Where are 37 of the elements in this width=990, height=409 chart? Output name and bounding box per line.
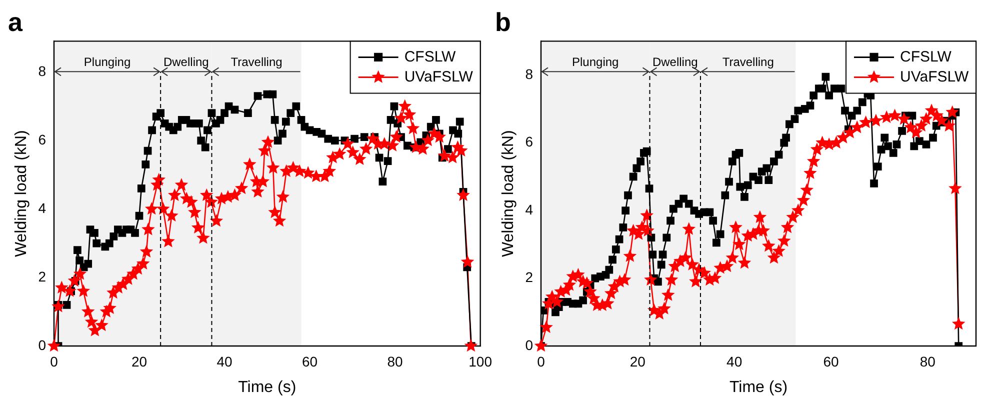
y-tick-label: 0 [525, 336, 534, 353]
band-label: Plunging [572, 54, 619, 69]
band-label: Plunging [84, 54, 131, 69]
y-tick-label: 6 [38, 131, 46, 148]
x-axis-title: Time (s) [238, 378, 296, 396]
y-axis-title: Welding load (kN) [13, 130, 30, 258]
chart-title: b [495, 6, 511, 37]
legend-label: CFSLW [404, 48, 457, 66]
legend-label: CFSLW [900, 48, 952, 66]
x-tick-label: 100 [468, 353, 492, 370]
band-label: Dwelling [163, 54, 209, 69]
y-tick-label: 4 [525, 201, 534, 218]
band-label: Travelling [722, 54, 774, 69]
y-tick-label: 8 [38, 62, 46, 79]
legend-label: UVaFSLW [404, 68, 474, 86]
x-tick-label: 60 [302, 353, 318, 370]
y-tick-label: 2 [525, 269, 534, 286]
x-tick-label: 80 [920, 353, 936, 370]
band-label: Travelling [230, 54, 282, 69]
legend-label: UVaFSLW [900, 68, 970, 86]
y-tick-label: 8 [525, 66, 534, 82]
y-tick-label: 2 [38, 268, 46, 284]
x-tick-label: 0 [50, 353, 58, 370]
x-tick-label: 60 [823, 353, 839, 370]
x-tick-label: 40 [726, 353, 742, 370]
y-tick-label: 0 [38, 336, 46, 353]
y-tick-label: 4 [38, 200, 46, 216]
x-tick-label: 20 [131, 353, 148, 370]
y-axis-title: Welding load (kN) [500, 130, 518, 258]
x-tick-label: 0 [537, 353, 546, 370]
chart-title: a [8, 6, 23, 37]
x-tick-label: 40 [216, 353, 233, 370]
band-label: Dwelling [652, 54, 698, 69]
x-axis-title: Time (s) [729, 378, 788, 396]
x-tick-label: 80 [387, 353, 404, 370]
x-tick-label: 20 [630, 353, 646, 370]
y-tick-label: 6 [525, 134, 534, 150]
